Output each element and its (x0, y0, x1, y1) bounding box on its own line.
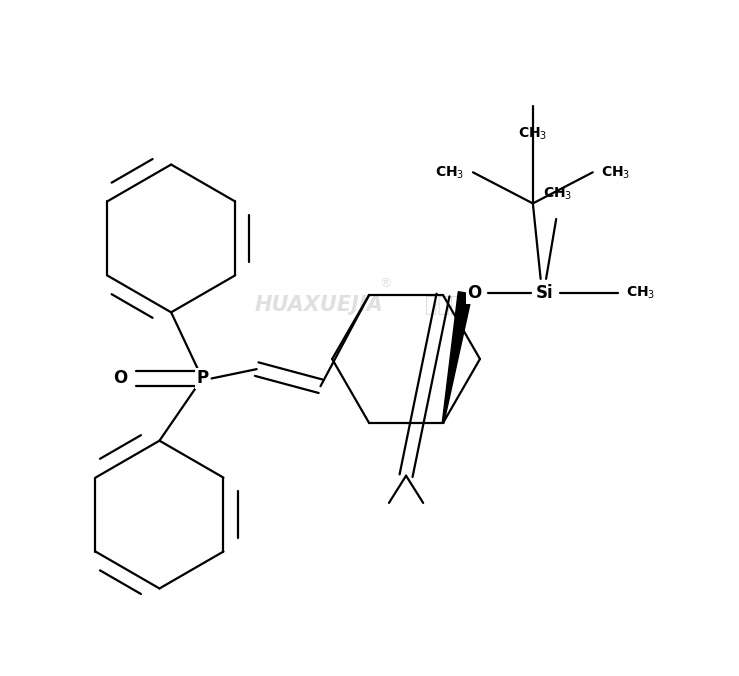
Text: O: O (467, 284, 482, 302)
Text: CH$_3$: CH$_3$ (625, 285, 655, 301)
Text: CH$_3$: CH$_3$ (543, 185, 573, 202)
Text: CH$_3$: CH$_3$ (602, 164, 631, 180)
Text: P: P (196, 370, 208, 387)
Polygon shape (442, 292, 472, 423)
Text: HUAXUEJIA: HUAXUEJIA (254, 295, 384, 314)
Text: Si: Si (536, 284, 554, 302)
Text: ®: ® (379, 277, 392, 290)
Text: 化学加: 化学加 (425, 295, 462, 314)
Text: O: O (114, 370, 128, 387)
Text: CH$_3$: CH$_3$ (435, 164, 464, 180)
Text: CH$_3$: CH$_3$ (518, 126, 548, 142)
